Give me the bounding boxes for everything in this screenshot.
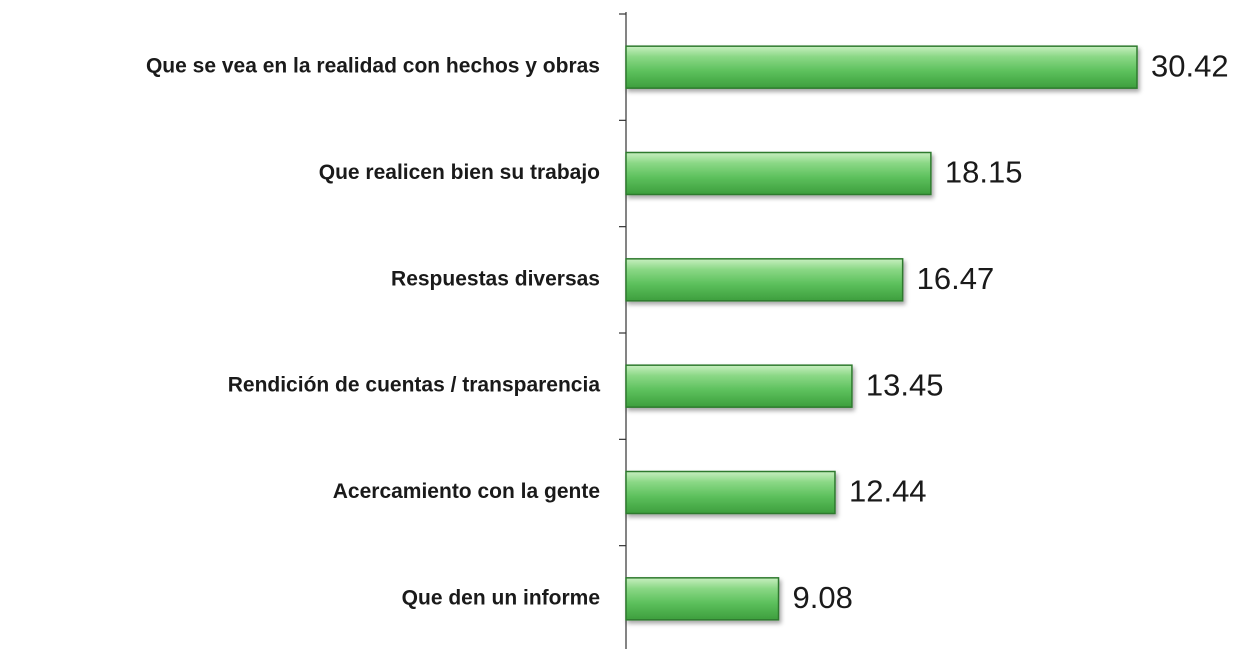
category-label: Rendición de cuentas / transparencia	[228, 374, 601, 397]
value-label: 30.42	[1151, 48, 1229, 83]
bar	[625, 577, 780, 621]
category-label: Que den un informe	[402, 586, 600, 609]
category-label: Respuestas diversas	[391, 267, 600, 290]
value-label: 16.47	[917, 261, 995, 296]
bar	[625, 470, 836, 515]
value-label: 9.08	[793, 580, 853, 615]
bar	[625, 151, 932, 196]
category-label: Que realicen bien su trabajo	[319, 161, 600, 184]
bar	[625, 45, 1138, 89]
value-label: 13.45	[866, 367, 944, 402]
bar	[625, 364, 853, 408]
value-label: 18.15	[945, 155, 1023, 190]
value-label: 12.44	[849, 474, 927, 509]
bar	[625, 258, 904, 302]
category-label: Que se vea en la realidad con hechos y o…	[146, 55, 600, 78]
category-label: Acercamiento con la gente	[333, 480, 600, 503]
